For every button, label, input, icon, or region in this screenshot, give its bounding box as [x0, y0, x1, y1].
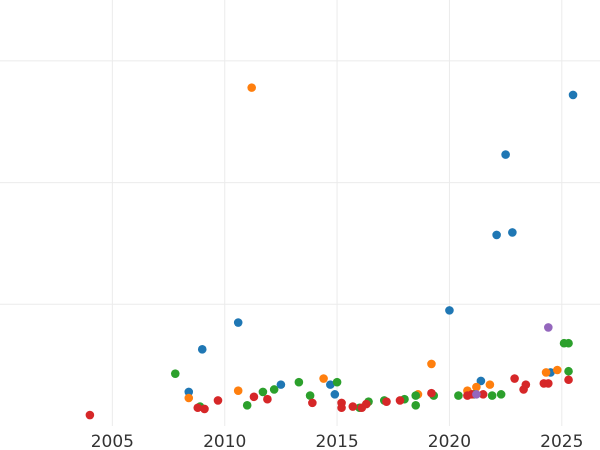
scatter-point: [332, 377, 342, 387]
scatter-point: [508, 228, 517, 237]
scatter-point: [445, 306, 454, 315]
scatter-point: [308, 398, 317, 408]
scatter-point: [233, 386, 243, 396]
x-tick-label: 2020: [428, 432, 471, 450]
scatter-point: [258, 387, 268, 397]
scatter-point: [269, 385, 279, 394]
scatter-point: [496, 390, 506, 399]
scatter-point: [382, 397, 391, 406]
scatter-point: [411, 391, 421, 400]
scatter-point: [200, 404, 209, 414]
scatter-point: [501, 150, 510, 159]
scatter-point: [510, 374, 519, 383]
scatter-point: [276, 380, 286, 389]
scatter-point: [544, 379, 553, 388]
scatter-point: [193, 403, 203, 413]
scatter-point: [476, 376, 486, 386]
scatter-point: [427, 388, 436, 398]
scatter-point: [564, 366, 573, 376]
scatter-point: [249, 392, 259, 402]
scatter-point: [553, 365, 562, 375]
scatter-point: [263, 394, 272, 404]
scatter-point: [472, 382, 481, 392]
scatter-point: [492, 230, 501, 240]
scatter-point: [184, 387, 194, 397]
scatter-point: [197, 345, 207, 354]
scatter-point: [337, 403, 346, 413]
scatter-point: [544, 323, 553, 332]
scatter-point: [472, 390, 481, 399]
scatter-point: [411, 401, 421, 410]
scatter-point: [330, 390, 340, 399]
scatter-point: [85, 410, 95, 420]
scatter-point: [184, 393, 194, 403]
scatter-point: [568, 90, 578, 100]
scatter-point: [319, 374, 328, 383]
x-tick-label: 2025: [540, 432, 583, 450]
scatter-point: [305, 391, 315, 400]
x-tick-label: 2010: [203, 432, 246, 450]
scatter-point: [485, 380, 495, 389]
scatter-point: [170, 369, 180, 378]
scatter-point: [348, 402, 358, 411]
grid: [0, 0, 600, 426]
scatter-point: [478, 390, 488, 399]
scatter-point: [564, 375, 573, 385]
scatter-point: [294, 377, 304, 387]
scatter-point: [213, 396, 223, 405]
scatter-point: [521, 380, 531, 389]
x-tick-label: 2005: [91, 432, 134, 450]
data-points: [85, 83, 578, 420]
scatter-point: [541, 368, 551, 377]
scatter-point: [487, 391, 497, 400]
scatter-point: [361, 399, 371, 409]
scatter-point: [564, 338, 573, 348]
scatter-point: [242, 401, 252, 410]
scatter-point: [427, 359, 436, 369]
x-axis-ticks: 2005 2010 2015 2020 2025: [91, 432, 584, 450]
x-tick-label: 2015: [315, 432, 358, 450]
scatter-point: [454, 391, 463, 400]
scatter-point: [247, 83, 256, 92]
scatter-point: [326, 380, 335, 389]
scatter-point: [395, 396, 405, 405]
scatter-point: [233, 318, 243, 327]
